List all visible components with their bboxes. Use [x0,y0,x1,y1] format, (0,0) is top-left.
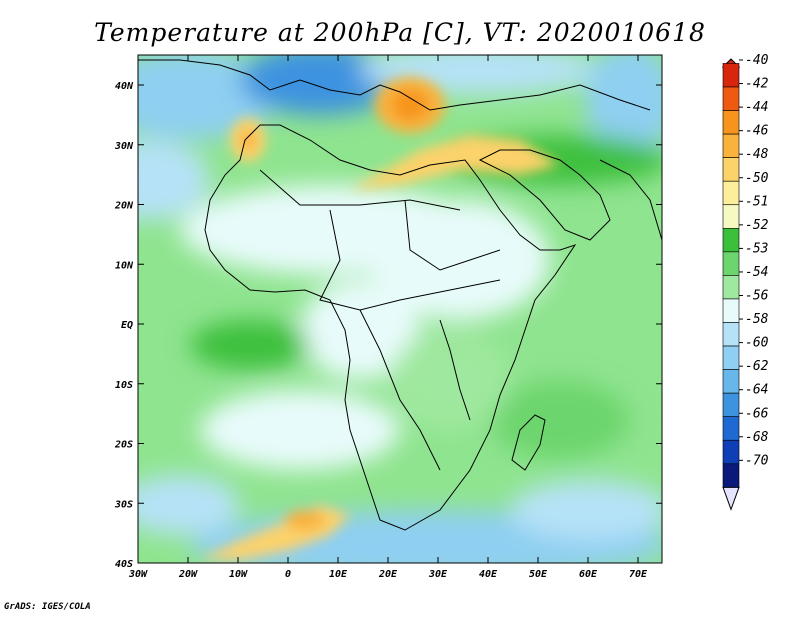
colorbar-label: -46 [745,124,769,139]
asia-coast [599,159,662,241]
lat-tick-label: 10S [115,380,133,391]
colorbar-label: -54 [745,265,768,280]
colorbar-segment [722,275,740,300]
colorbar-segment [722,63,740,88]
border-5 [439,319,471,421]
colorbar-segment [722,369,740,394]
colorbar-label: -66 [745,406,769,421]
colorbar-segment [722,439,740,465]
coastlines [138,59,662,531]
colorbar-segment [722,463,740,488]
colorbar-label: -68 [745,430,769,445]
lat-tick-label: 20N [114,201,134,212]
lon-tick-label: 10E [329,569,348,580]
africa-outline [204,124,577,531]
lon-tick-label: 0 [285,569,291,580]
colorbar-segment [722,204,740,229]
lon-tick-label: 30E [428,569,448,580]
temperature-field [138,55,662,563]
colorbar-segment [722,345,740,370]
border-4 [404,199,501,271]
arabia-outline [478,149,611,241]
colorbar-segment [722,251,740,276]
colorbar-label: -52 [745,218,769,233]
colorbar-segment [722,228,740,253]
lon-tick-label: 20W [178,569,198,580]
lon-tick-label: 10W [229,569,248,580]
lat-tick-label: 40S [115,559,133,570]
colorbar-segment [722,298,740,323]
madagascar-outline [511,414,546,471]
colorbar-label: -64 [745,383,768,398]
lon-tick-label: 20E [378,569,398,580]
border-3 [359,309,441,471]
colorbar-label: -40 [745,53,769,68]
lat-tick-label: 30N [114,141,134,152]
lat-tick-label: EQ [121,320,133,331]
longitude-axis: 30W 20W 10W 0 10E 20E 30E 40E 50E 60E 70E [128,55,648,580]
map-title: Temperature at 200hPa [C], VT: 202001061… [94,18,706,47]
lat-tick-label: 30S [114,499,133,510]
colorbar-segment [722,110,740,135]
border-1 [259,169,461,211]
colorbar-label: -58 [745,312,769,327]
lon-tick-label: 70E [629,569,648,580]
colorbar-segment [722,157,740,182]
colorbar-label: -51 [745,194,768,209]
plot-frame [137,54,663,564]
colorbar-segment [722,392,740,417]
colorbar-label: -44 [745,100,768,115]
colorbar-label: -42 [745,77,769,92]
colorbar-segment [722,322,740,347]
colorbar-segment [722,180,740,206]
colorbar-segment [722,133,740,158]
colorbar-label: -50 [745,171,769,186]
latitude-axis: 40N 30N 20N 10N EQ 10S 20S 30S 40S [114,81,662,570]
grads-credit: GrADS: IGES/COLA [4,602,91,612]
colorbar-label: -70 [745,453,769,468]
lat-tick-label: 40N [115,81,134,92]
lon-tick-label: 30W [128,569,148,580]
colorbar-label: -53 [745,241,768,256]
lon-tick-label: 50E [529,569,548,580]
colorbar-segment [722,86,740,111]
colorbar-label: -62 [745,359,769,374]
colorbar-segment [722,416,740,441]
colorbar: -40 -42 -44 -46 -48 -50 -51 -52 -53 -54 -56 -58 -60 -… [721,53,769,511]
colorbar-label: -48 [745,147,769,162]
lat-tick-label: 20S [114,440,133,451]
colorbar-label: -60 [745,336,769,351]
colorbar-label: -56 [745,289,769,304]
europe-coast [138,59,651,111]
lat-tick-label: 10N [115,260,134,271]
colorbar-bottom-cap [722,486,740,511]
lon-tick-label: 60E [579,569,598,580]
lon-tick-label: 40E [479,569,498,580]
